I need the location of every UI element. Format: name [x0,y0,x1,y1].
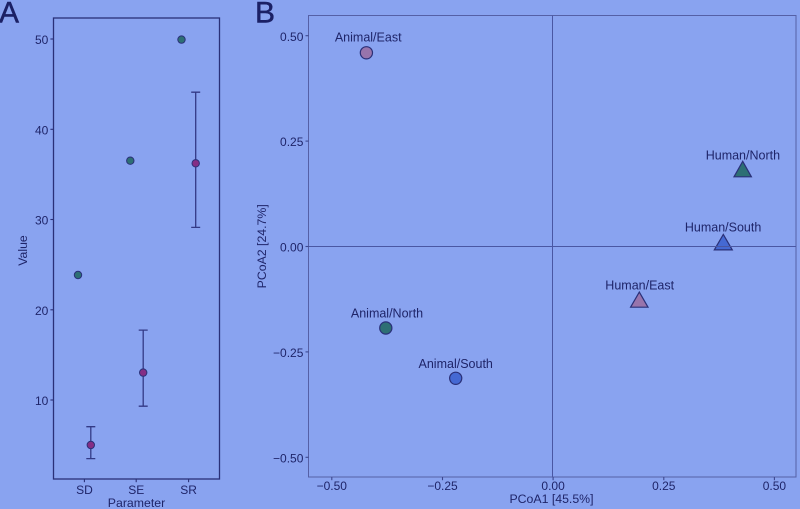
svg-text:B: B [255,0,275,29]
svg-text:0.50: 0.50 [763,479,787,493]
svg-text:0.25: 0.25 [652,479,676,493]
svg-text:Human/North: Human/North [706,148,780,162]
svg-text:10: 10 [35,394,49,408]
svg-text:Animal/East: Animal/East [335,31,402,45]
svg-text:20: 20 [35,304,49,318]
svg-text:PCoA1 [45.5%]: PCoA1 [45.5%] [509,492,593,506]
svg-text:0.25: 0.25 [280,135,304,149]
svg-text:A: A [0,0,19,29]
svg-text:SE: SE [128,483,144,497]
svg-text:40: 40 [35,123,49,137]
svg-text:Human/South: Human/South [685,221,761,235]
svg-text:SR: SR [180,483,197,497]
svg-text:Value: Value [16,235,30,266]
svg-text:SD: SD [76,483,93,497]
svg-text:50: 50 [35,33,49,47]
svg-text:−0.50: −0.50 [273,451,304,465]
svg-text:0.50: 0.50 [280,30,304,44]
svg-text:−0.50: −0.50 [317,479,348,493]
svg-text:−0.25: −0.25 [273,346,304,360]
svg-text:Parameter: Parameter [108,496,165,509]
svg-text:−0.25: −0.25 [427,479,458,493]
svg-text:30: 30 [35,214,49,228]
svg-text:0.00: 0.00 [541,479,565,493]
svg-text:PCoA2 [24.7%]: PCoA2 [24.7%] [255,204,269,288]
svg-text:Animal/North: Animal/North [351,306,423,320]
svg-text:Human/East: Human/East [605,279,674,293]
svg-text:0.00: 0.00 [280,241,304,255]
svg-text:Animal/South: Animal/South [419,357,493,371]
